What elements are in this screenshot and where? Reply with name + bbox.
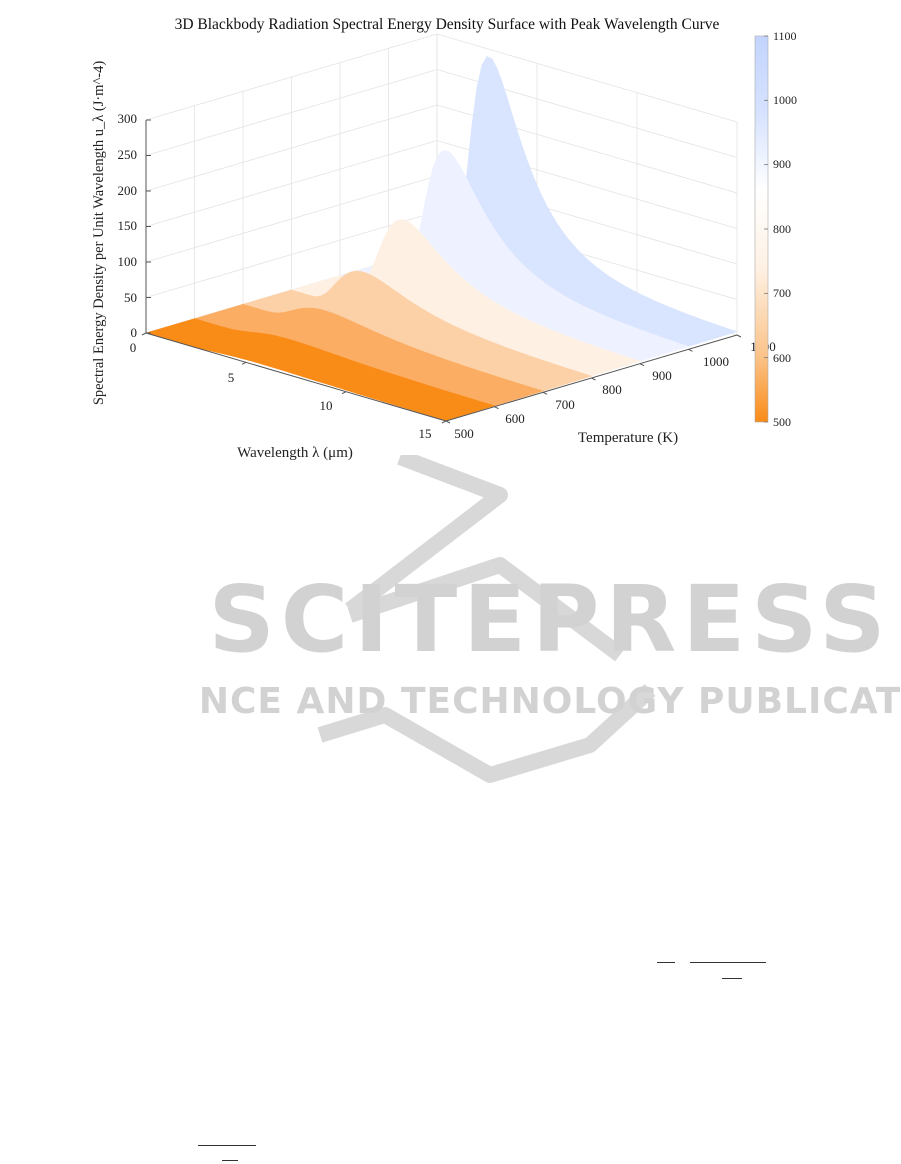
fraction-bar [198,1145,256,1146]
fraction-bar [222,1160,238,1161]
y-tick-mark [542,391,548,395]
x-tick-label: 15 [419,426,432,441]
z-tick-label: 300 [118,111,138,126]
z-tick-label: 0 [131,325,138,340]
x-tick-mark [141,332,147,336]
surface-band [144,318,496,421]
y-tick-label: 900 [652,368,672,383]
colorbar-tick-label: 900 [773,157,791,171]
y-tick-mark [445,420,451,424]
y-tick-mark [736,334,742,338]
y-axis-label: Temperature (K) [578,430,678,446]
axes-walls [145,33,738,336]
colorbar-tick-label: 600 [773,351,791,365]
watermark-title: SCITEPRESS [208,566,891,673]
x-tick-mark [441,420,447,424]
colorbar-tick-label: 700 [773,286,791,300]
y-tick-label: 700 [555,397,575,412]
sciteepress-watermark: SCITEPRESS SCIENCE AND TECHNOLOGY PUBLIC… [200,455,900,783]
x-tick-mark [241,361,247,365]
energy-surface [144,56,739,421]
colorbar-ticks [764,35,768,423]
axis-lines [141,119,742,424]
fraction-bar [722,978,742,979]
y-tick-mark [688,348,693,352]
x-tick-mark [341,391,347,395]
y-tick-mark [591,377,596,381]
fraction-bar [690,962,766,963]
z-tick-label: 200 [118,183,138,198]
y-tick-label: 800 [602,382,622,397]
z-axis-label: Spectral Energy Density per Unit Wavelen… [91,61,107,406]
z-tick-labels: 0 50 100 150 200 250 300 [118,111,138,340]
z-tick-label: 250 [118,147,138,162]
z-tick-label: 100 [118,254,138,269]
y-tick-label: 1000 [703,354,729,369]
y-tick-mark [639,363,645,367]
x-axis-label: Wavelength λ (μm) [237,445,353,461]
chart-title: 3D Blackbody Radiation Spectral Energy D… [175,16,720,33]
x-tick-label: 10 [320,398,333,413]
colorbar: 500 600 700 800 900 1000 1100 [754,29,797,429]
y-tick-label: 600 [505,411,525,426]
x-tick-labels: 0 5 10 15 [130,340,432,441]
y-tick-label: 500 [454,426,474,441]
x-tick-label: 0 [130,340,137,355]
colorbar-tick-label: 500 [773,415,791,429]
watermark-subtitle: SCIENCE AND TECHNOLOGY PUBLICATIONS [200,681,900,722]
x-tick-label: 5 [228,370,235,385]
watermark-book-logo [317,455,656,783]
z-tick-label: 150 [118,218,138,233]
y-tick-mark [494,406,499,410]
colorbar-tick-label: 800 [773,222,791,236]
fraction-bar [657,962,675,963]
colorbar-tick-label: 1000 [773,93,797,107]
chart-figure: 3D Blackbody Radiation Spectral Energy D… [91,16,797,461]
colorbar-tick-label: 1100 [773,29,797,43]
z-tick-label: 50 [124,290,137,305]
y-tick-labels: 500 600 700 800 900 1000 1100 [454,339,776,441]
x-axis-line [145,332,447,422]
